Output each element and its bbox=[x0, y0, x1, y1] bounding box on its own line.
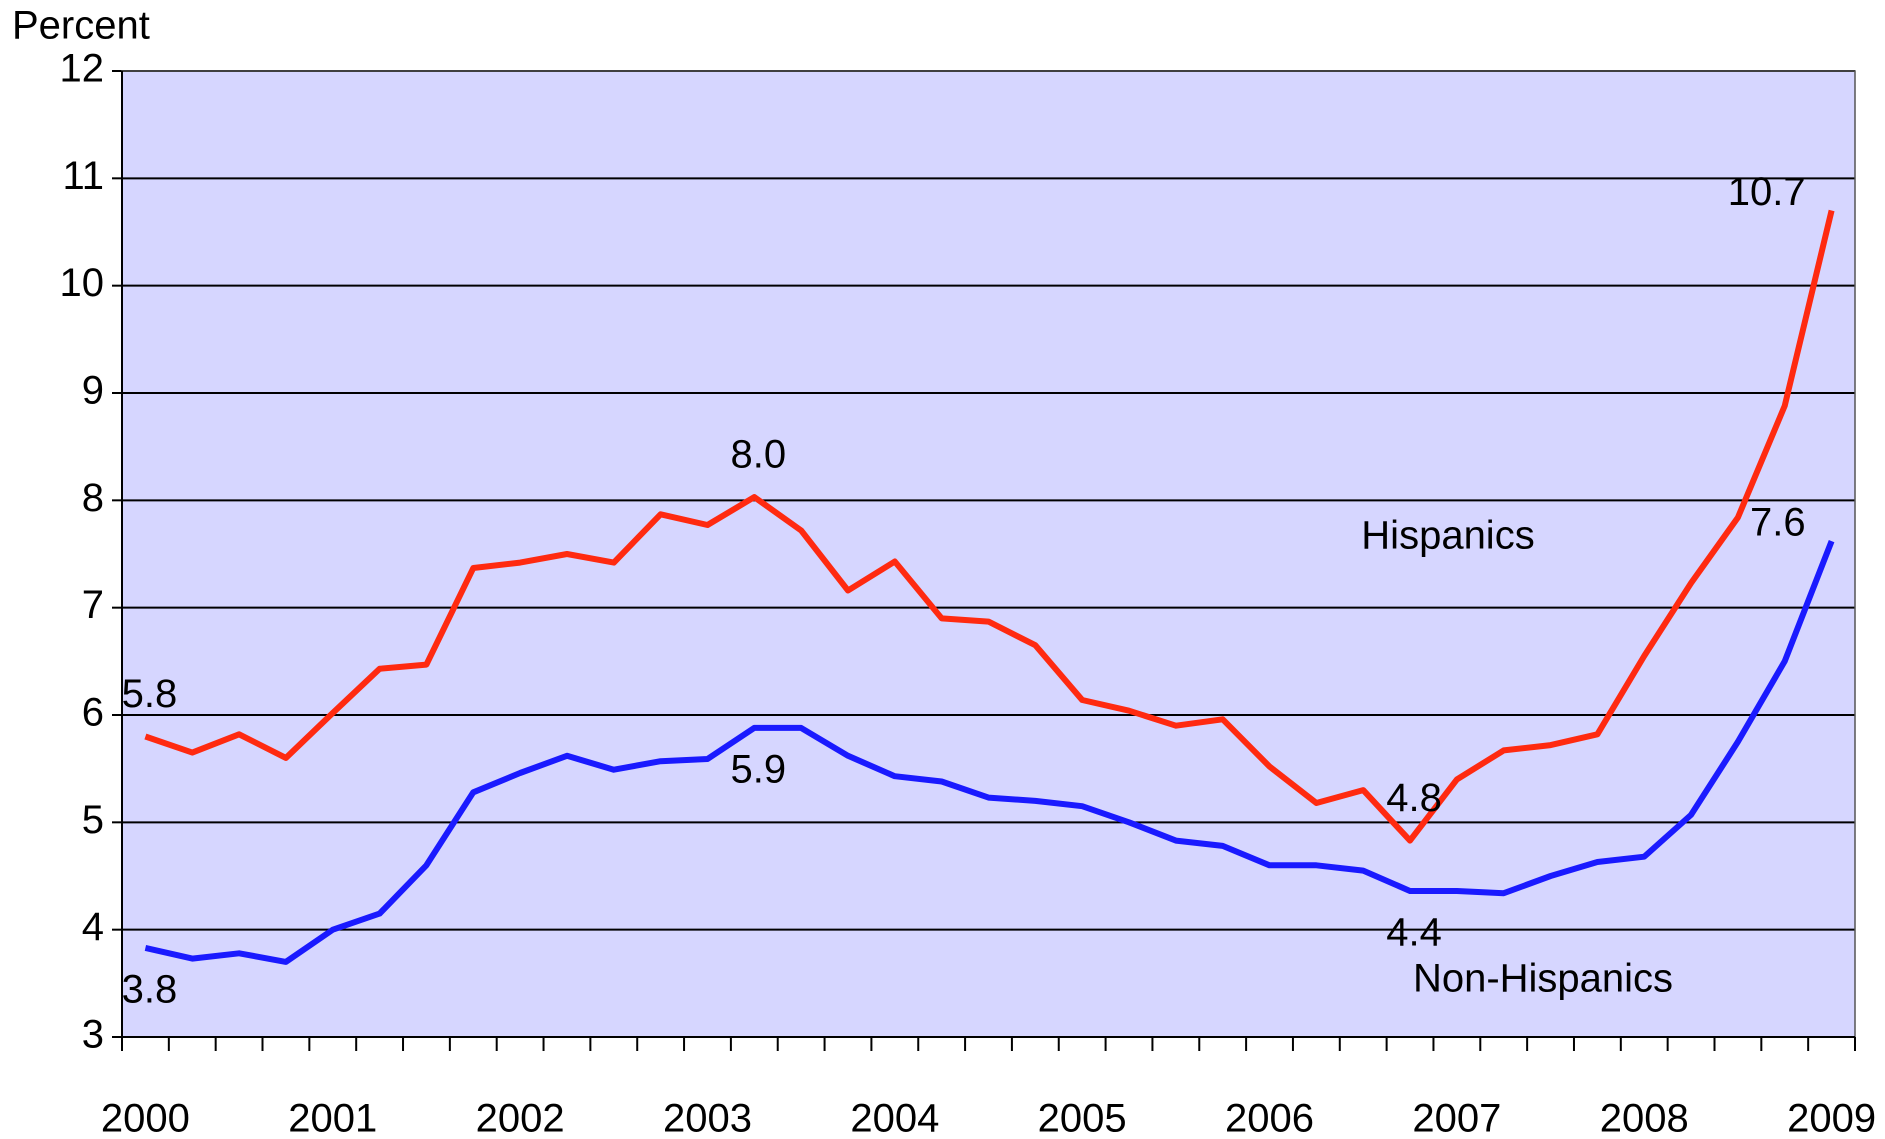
x-tick-label: 2008 bbox=[1600, 1097, 1689, 1139]
data-label: 8.0 bbox=[731, 433, 787, 477]
data-label: 10.7 bbox=[1728, 170, 1806, 214]
x-tick-label: 2007 bbox=[1412, 1097, 1501, 1139]
y-tick-label: 7 bbox=[82, 583, 104, 627]
y-tick-label: 4 bbox=[82, 905, 104, 949]
x-tick-label: 2006 bbox=[1225, 1097, 1314, 1139]
y-tick-label: 12 bbox=[60, 47, 105, 91]
y-tick-label: 5 bbox=[82, 798, 104, 842]
data-label: 5.8 bbox=[122, 672, 178, 716]
data-label: 4.4 bbox=[1386, 911, 1442, 955]
plot-area bbox=[122, 71, 1855, 1037]
y-tick-label: 3 bbox=[82, 1013, 104, 1057]
y-tick-label: 11 bbox=[62, 154, 104, 198]
series-line bbox=[144, 209, 1835, 844]
data-label: 5.9 bbox=[731, 747, 787, 791]
x-tick-label: 2005 bbox=[1038, 1097, 1127, 1139]
y-axis-label: Percent bbox=[12, 4, 150, 48]
x-tick-label: 2009 bbox=[1787, 1097, 1876, 1139]
x-tick-label: 2001 bbox=[288, 1097, 377, 1139]
data-label: 3.8 bbox=[122, 967, 178, 1011]
x-tick-label: 2002 bbox=[476, 1097, 565, 1139]
x-tick-label: 2003 bbox=[663, 1097, 752, 1139]
y-tick-label: 9 bbox=[82, 369, 104, 413]
y-tick-label: 6 bbox=[82, 691, 104, 735]
x-tick-label: 2004 bbox=[850, 1097, 939, 1139]
y-tick-label: 8 bbox=[82, 476, 104, 520]
series-label: Hispanics bbox=[1361, 514, 1534, 558]
data-label: 7.6 bbox=[1750, 501, 1806, 545]
y-tick-label: 10 bbox=[60, 261, 105, 305]
series-label: Non-Hispanics bbox=[1413, 957, 1673, 1001]
x-tick-label: 2000 bbox=[101, 1097, 190, 1139]
data-label: 4.8 bbox=[1386, 776, 1442, 820]
series-line bbox=[144, 540, 1835, 965]
